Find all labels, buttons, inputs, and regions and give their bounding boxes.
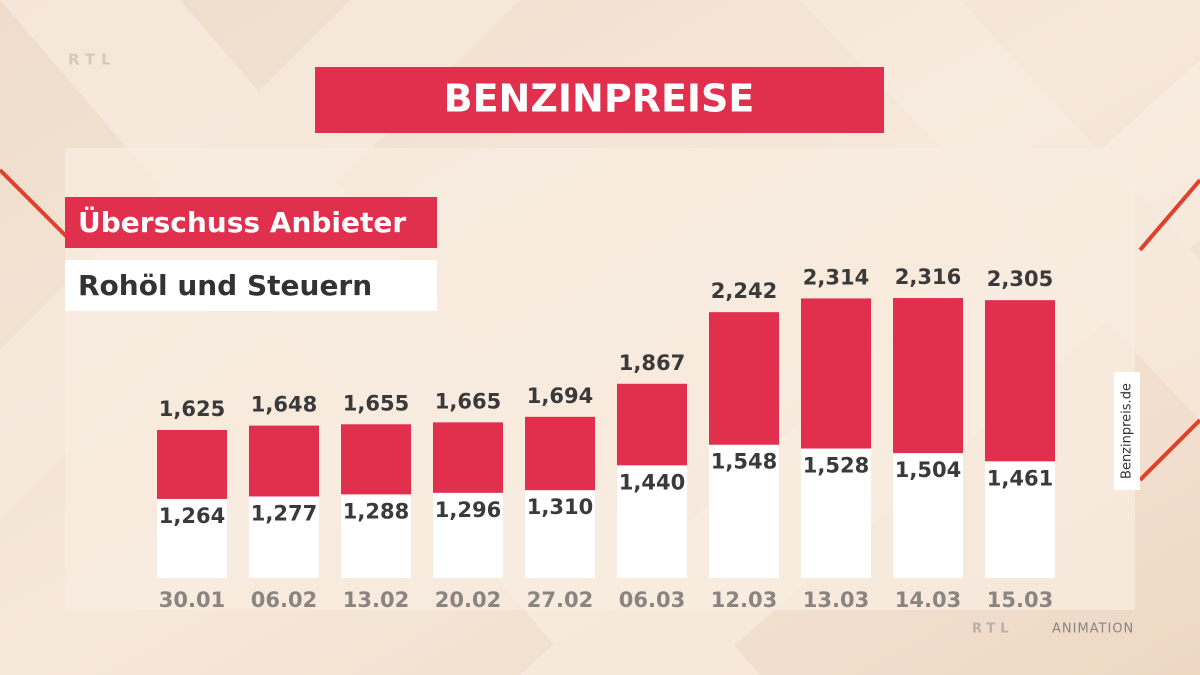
footer-logo: RTL — [972, 622, 1014, 637]
legend-swatch — [65, 260, 437, 311]
x-tick-label: 06.03 — [619, 588, 685, 612]
total-label: 1,694 — [527, 384, 593, 408]
bar-segment — [985, 461, 1055, 578]
value-label: 1,548 — [711, 450, 777, 474]
x-tick-label: 14.03 — [895, 588, 961, 612]
bar-segment — [525, 416, 595, 491]
bar-segment — [617, 383, 687, 466]
bar-segment — [893, 453, 963, 578]
value-label: 1,310 — [527, 495, 593, 519]
total-label: 1,655 — [343, 391, 409, 415]
bar-segment — [801, 298, 871, 449]
bar-segment — [249, 425, 319, 497]
bar-segment — [341, 494, 411, 578]
bar-segment — [341, 424, 411, 495]
bar-segment — [433, 422, 503, 493]
total-label: 1,665 — [435, 389, 501, 413]
x-tick-label: 13.03 — [803, 588, 869, 612]
bar-segment — [985, 300, 1055, 462]
total-label: 2,242 — [711, 279, 777, 303]
x-tick-label: 27.02 — [527, 588, 593, 612]
chart-title: BENZINPREISE — [444, 77, 755, 121]
total-label: 2,316 — [895, 265, 961, 289]
value-label: 1,288 — [343, 499, 409, 523]
bar-segment — [433, 492, 503, 578]
legend-swatch — [65, 197, 437, 248]
total-label: 1,625 — [159, 397, 225, 421]
title-box — [315, 67, 884, 133]
value-label: 1,440 — [619, 470, 685, 494]
total-label: 1,867 — [619, 351, 685, 375]
bar-segment — [249, 496, 319, 578]
value-label: 1,277 — [251, 501, 317, 525]
x-tick-label: 13.02 — [343, 588, 409, 612]
source-box — [1114, 372, 1140, 490]
source: Benzinpreis.de — [1120, 383, 1135, 479]
bar-segment — [709, 312, 779, 445]
logo: RTL — [68, 51, 117, 69]
total-label: 1,648 — [251, 393, 317, 417]
x-tick-label: 30.01 — [159, 588, 225, 612]
bar-segment — [617, 465, 687, 578]
bar-segment — [157, 430, 227, 499]
bar-segment — [157, 498, 227, 578]
total-label: 2,314 — [803, 265, 869, 289]
x-tick-label: 15.03 — [987, 588, 1053, 612]
bar-segment — [525, 490, 595, 578]
value-label: 1,264 — [159, 504, 225, 528]
footer-text: ANIMATION — [1052, 622, 1134, 637]
value-label: 1,461 — [987, 466, 1053, 490]
legend-label: Rohöl und Steuern — [78, 269, 372, 302]
value-label: 1,296 — [435, 498, 501, 522]
bar-segment — [801, 448, 871, 578]
value-label: 1,528 — [803, 454, 869, 478]
bar-segment — [709, 444, 779, 578]
legend-label: Überschuss Anbieter — [78, 205, 406, 239]
x-tick-label: 06.02 — [251, 588, 317, 612]
x-tick-label: 20.02 — [435, 588, 501, 612]
bar-segment — [893, 298, 963, 454]
value-label: 1,504 — [895, 458, 961, 482]
accent-lines — [0, 168, 1200, 482]
x-tick-label: 12.03 — [711, 588, 777, 612]
total-label: 2,305 — [987, 267, 1053, 291]
